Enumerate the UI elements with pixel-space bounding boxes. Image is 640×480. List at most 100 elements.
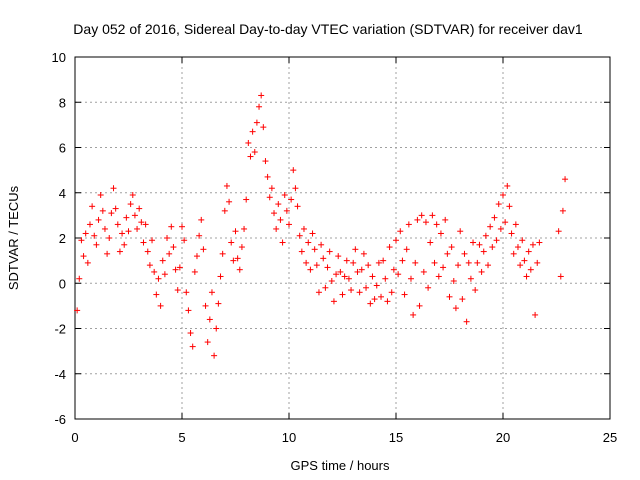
- data-point: [89, 203, 96, 210]
- data-point: [517, 262, 524, 269]
- data-point: [187, 330, 194, 337]
- data-point: [412, 259, 419, 266]
- data-point: [112, 205, 119, 212]
- data-point: [472, 287, 479, 294]
- y-tick-label: 4: [59, 186, 66, 201]
- data-point: [403, 246, 410, 253]
- data-point: [234, 255, 241, 262]
- data-point: [155, 275, 162, 282]
- data-point: [339, 291, 346, 298]
- data-point: [388, 289, 395, 296]
- data-point: [390, 266, 397, 273]
- data-point: [129, 192, 136, 199]
- data-point: [236, 266, 243, 273]
- y-tick-label: 2: [59, 231, 66, 246]
- data-point: [373, 282, 380, 289]
- data-point: [279, 239, 286, 246]
- data-point: [455, 262, 462, 269]
- data-point: [245, 139, 252, 146]
- data-point: [410, 311, 417, 318]
- data-point: [448, 244, 455, 251]
- data-point: [221, 207, 228, 214]
- data-point: [427, 239, 434, 246]
- x-tick-label: 5: [178, 430, 185, 445]
- data-point: [123, 214, 130, 221]
- data-point: [168, 223, 175, 230]
- data-point: [356, 289, 363, 296]
- data-point: [491, 214, 498, 221]
- data-point: [489, 244, 496, 251]
- data-point: [440, 264, 447, 271]
- data-point: [529, 241, 536, 248]
- data-point: [185, 307, 192, 314]
- data-point: [80, 253, 87, 260]
- data-point: [275, 201, 282, 208]
- x-tick-label: 10: [282, 430, 296, 445]
- data-point: [189, 343, 196, 350]
- data-point: [482, 232, 489, 239]
- data-point: [241, 225, 248, 232]
- data-point: [333, 271, 340, 278]
- data-point: [300, 225, 307, 232]
- data-point: [465, 259, 472, 266]
- y-tick-label: 0: [59, 276, 66, 291]
- data-point: [266, 194, 273, 201]
- data-point: [230, 257, 237, 264]
- data-point: [345, 275, 352, 282]
- x-tick-labels: 0 5 10 15 20 25: [71, 430, 617, 445]
- data-point: [303, 259, 310, 266]
- y-tick-label: 10: [52, 50, 66, 65]
- data-point: [206, 316, 213, 323]
- data-point: [198, 216, 205, 223]
- data-point: [243, 196, 250, 203]
- y-axis-label: SDTVAR / TECUs: [6, 185, 21, 290]
- data-point: [256, 103, 263, 110]
- y-tick-label: -6: [54, 412, 66, 427]
- data-point: [557, 273, 564, 280]
- data-point: [395, 271, 402, 278]
- data-point: [352, 246, 359, 253]
- data-point: [378, 293, 385, 300]
- data-point: [369, 273, 376, 280]
- data-point: [463, 318, 470, 325]
- data-point: [313, 262, 320, 269]
- data-point: [134, 225, 141, 232]
- data-point: [97, 192, 104, 199]
- data-point: [478, 268, 485, 275]
- data-point: [326, 248, 333, 255]
- data-point: [208, 289, 215, 296]
- data-point: [559, 207, 566, 214]
- data-point: [232, 228, 239, 235]
- data-point: [487, 223, 494, 230]
- data-point: [211, 352, 218, 359]
- x-tick-label: 25: [603, 430, 617, 445]
- data-point: [508, 230, 515, 237]
- data-point: [140, 239, 147, 246]
- data-point: [343, 257, 350, 264]
- data-point: [271, 210, 278, 217]
- x-tick-label: 20: [496, 430, 510, 445]
- data-point: [131, 212, 138, 219]
- data-point: [183, 289, 190, 296]
- data-point: [450, 277, 457, 284]
- data-point: [138, 219, 145, 226]
- data-point: [260, 124, 267, 131]
- y-tick-label: -2: [54, 322, 66, 337]
- data-point: [399, 257, 406, 264]
- data-point: [324, 264, 331, 271]
- data-point: [95, 216, 102, 223]
- data-point: [191, 268, 198, 275]
- data-point: [114, 221, 121, 228]
- data-point: [382, 275, 389, 282]
- data-point: [151, 268, 158, 275]
- data-point: [358, 266, 365, 273]
- data-point: [512, 221, 519, 228]
- data-point: [446, 293, 453, 300]
- data-point: [277, 216, 284, 223]
- data-point: [170, 244, 177, 251]
- data-point: [330, 298, 337, 305]
- data-point: [288, 196, 295, 203]
- data-point: [116, 248, 123, 255]
- data-point: [337, 268, 344, 275]
- data-point: [283, 207, 290, 214]
